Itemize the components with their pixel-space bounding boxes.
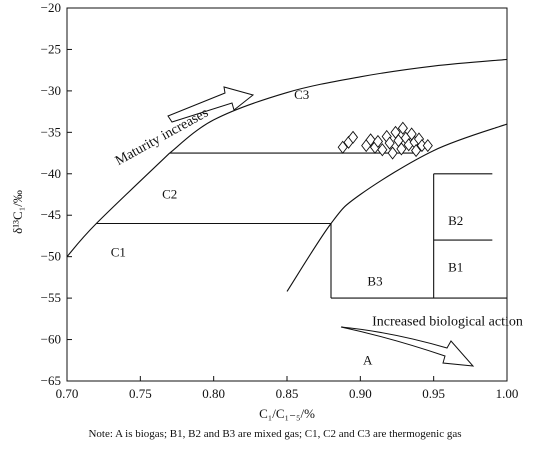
y-tick-label: −30 xyxy=(41,83,61,98)
y-tick-label: −60 xyxy=(41,332,61,347)
x-tick-label: 0.95 xyxy=(422,386,445,401)
region-boundaries xyxy=(67,58,507,299)
data-point xyxy=(397,121,408,135)
biological-annotation: Increased biological action xyxy=(372,314,523,329)
y-tick-label: −45 xyxy=(41,207,61,222)
y-axis: −20 −25 −30 −35 −40 −45 −50 −55 −60 −65 xyxy=(41,0,72,388)
data-point xyxy=(387,146,398,160)
y-tick-label: −65 xyxy=(41,373,61,388)
left-curve-boundary xyxy=(67,152,171,258)
data-point xyxy=(396,142,407,156)
biological-action-arrow xyxy=(340,326,475,367)
data-point xyxy=(384,136,395,150)
x-tick-label: 0.70 xyxy=(56,386,79,401)
data-point xyxy=(410,143,422,158)
x-tick-label: 0.80 xyxy=(202,386,225,401)
data-point xyxy=(372,134,384,149)
data-point xyxy=(347,130,359,144)
y-axis-label: δ¹³C₁/‰ xyxy=(10,190,25,234)
x-axis: 0.70 0.75 0.80 0.85 0.90 0.95 1.00 xyxy=(56,376,519,401)
x-tick-label: 0.85 xyxy=(276,386,299,401)
y-tick-label: −55 xyxy=(41,290,61,305)
data-points xyxy=(337,121,433,160)
y-tick-label: −50 xyxy=(41,249,61,264)
region-label-c1: C1 xyxy=(111,245,126,260)
data-point xyxy=(422,139,433,153)
x-tick-label: 0.75 xyxy=(129,386,152,401)
region-labels: C3 C2 C1 B2 B1 B3 A xyxy=(111,87,464,367)
y-tick-label: −20 xyxy=(41,0,61,15)
x-tick-label: 1.00 xyxy=(496,386,519,401)
data-point xyxy=(365,133,376,147)
y-tick-label: −40 xyxy=(41,166,61,181)
x-axis-label: C₁/C₁₋₅/% xyxy=(259,406,315,421)
lower-curve-boundary xyxy=(286,123,507,292)
figure-note: Note: A is biogas; B1, B2 and B3 are mix… xyxy=(88,428,462,440)
region-label-b2: B2 xyxy=(448,213,463,228)
region-label-b3: B3 xyxy=(367,274,382,289)
region-label-b1: B1 xyxy=(448,260,463,275)
data-point xyxy=(377,143,388,157)
upper-curve-boundary xyxy=(169,58,507,154)
x-tick-label: 0.90 xyxy=(349,386,372,401)
y-tick-label: −25 xyxy=(41,41,61,56)
data-point xyxy=(337,140,348,154)
y-tick-label: −35 xyxy=(41,124,61,139)
region-label-c2: C2 xyxy=(162,187,177,202)
maturity-annotation: Maturity increases xyxy=(113,106,211,169)
maturity-arrow xyxy=(167,86,255,123)
region-label-a: A xyxy=(363,352,373,367)
region-label-c3: C3 xyxy=(294,87,309,102)
